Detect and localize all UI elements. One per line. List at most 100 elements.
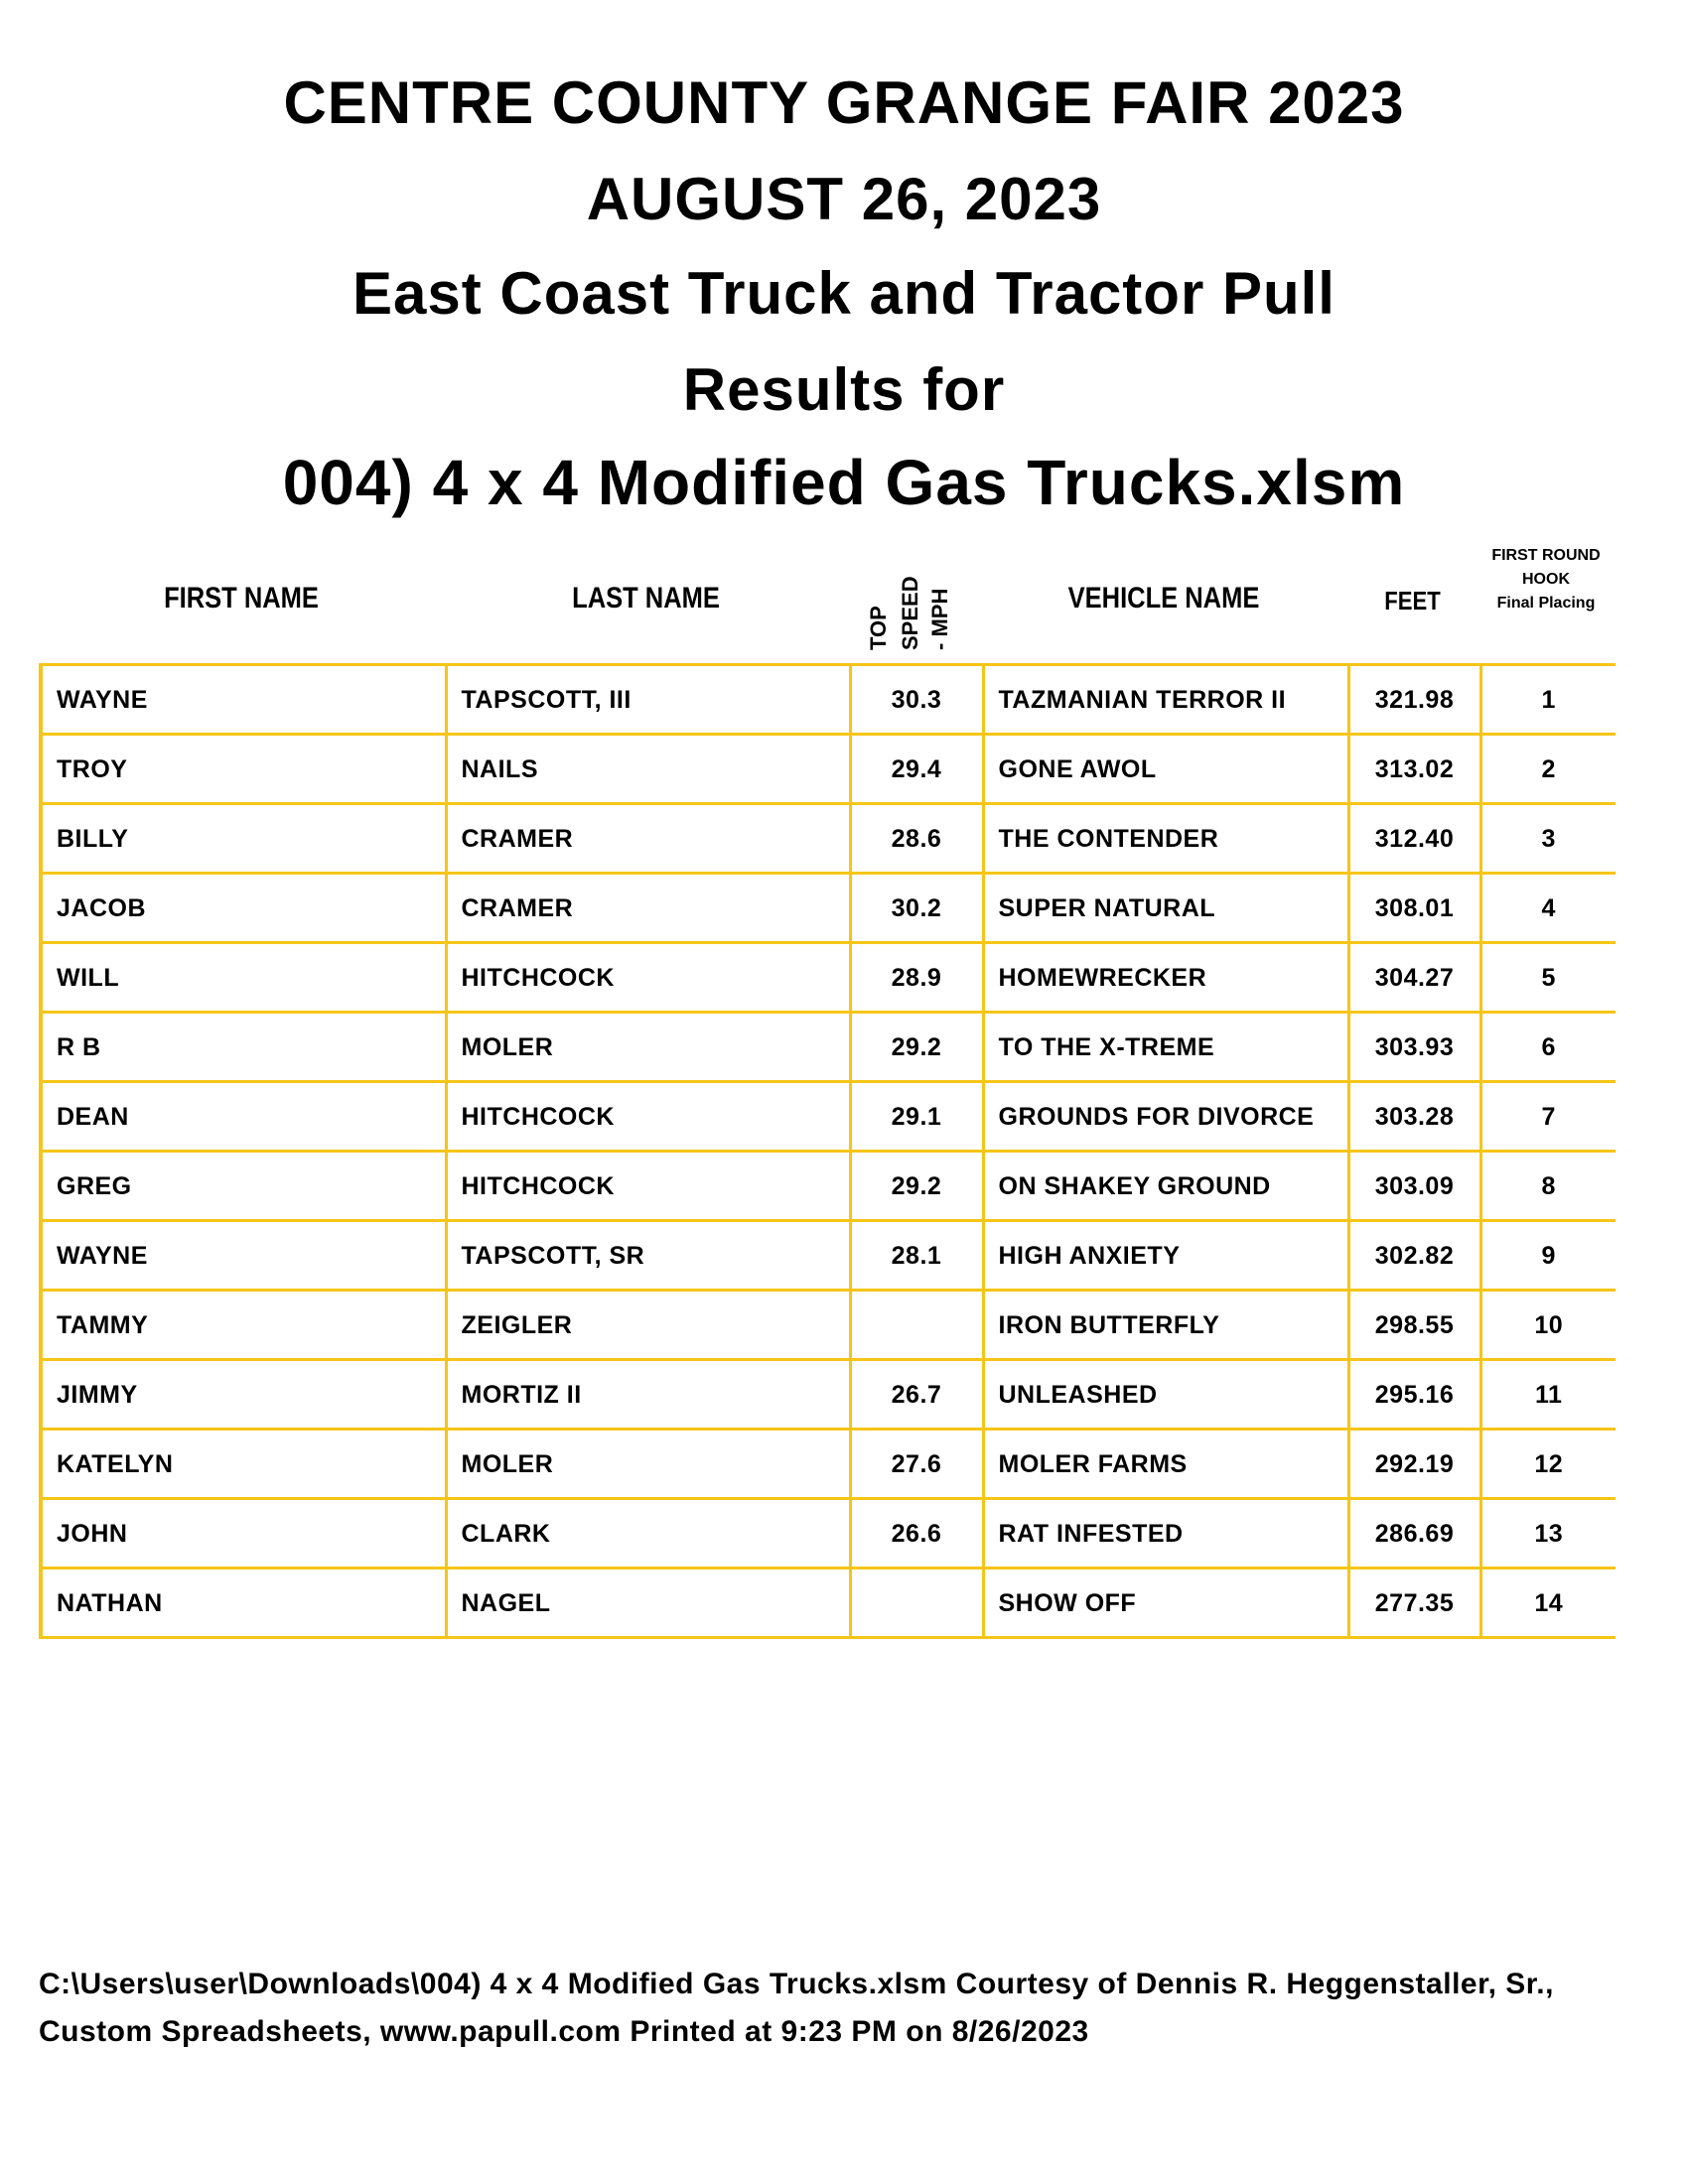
top-speed-cell: 26.7 xyxy=(848,1358,985,1431)
placing-cell: 4 xyxy=(1478,872,1616,944)
last-name-cell: CRAMER xyxy=(444,802,852,875)
first-name-cell: WAYNE xyxy=(39,1219,448,1292)
placing-cell: 11 xyxy=(1478,1358,1616,1431)
placing-cell: 2 xyxy=(1478,733,1616,805)
vehicle-name-cell: ON SHAKEY GROUND xyxy=(981,1150,1350,1222)
first-name-cell: TAMMY xyxy=(39,1289,448,1361)
header-top-speed-line-1: TOP xyxy=(866,606,891,650)
feet-cell: 308.01 xyxy=(1346,872,1482,944)
header-top-speed-line-3: - MPH xyxy=(927,588,952,650)
first-name-cell: WILL xyxy=(39,941,448,1014)
header-vehicle-name: VEHICLE NAME xyxy=(1067,582,1260,614)
placing-cell: 6 xyxy=(1478,1011,1616,1083)
table-row: WAYNE TAPSCOTT, III 30.3 TAZMANIAN TERROR I… xyxy=(39,663,1616,736)
top-speed-cell: 26.6 xyxy=(848,1497,985,1570)
top-speed-cell: 29.1 xyxy=(848,1080,985,1153)
top-speed-cell xyxy=(848,1567,985,1639)
placing-cell: 9 xyxy=(1478,1219,1616,1292)
last-name-cell: TAPSCOTT, SR xyxy=(444,1219,852,1292)
top-speed-cell: 30.3 xyxy=(848,663,985,736)
feet-cell: 303.28 xyxy=(1346,1080,1482,1153)
table-row: JIMMY MORTIZ II 26.7 UNLEASHED 295.16 11 xyxy=(39,1358,1616,1431)
last-name-cell: TAPSCOTT, III xyxy=(444,663,852,736)
vehicle-name-cell: RAT INFESTED xyxy=(981,1497,1350,1570)
top-speed-cell: 28.6 xyxy=(848,802,985,875)
first-name-cell: TROY xyxy=(39,733,448,805)
feet-cell: 313.02 xyxy=(1346,733,1482,805)
vehicle-name-cell: GONE AWOL xyxy=(981,733,1350,805)
title-line-4: Results for xyxy=(682,356,1006,423)
first-name-cell: KATELYN xyxy=(39,1428,448,1500)
header-top-speed: TOP SPEED - MPH xyxy=(864,536,963,650)
table-row: DEAN HITCHCOCK 29.1 GROUNDS FOR DIVORCE 303.… xyxy=(39,1080,1616,1153)
first-name-cell: BILLY xyxy=(39,802,448,875)
feet-cell: 286.69 xyxy=(1346,1497,1482,1570)
placing-cell: 14 xyxy=(1478,1567,1616,1639)
placing-cell: 3 xyxy=(1478,802,1616,875)
header-first-name: FIRST NAME xyxy=(164,582,319,614)
last-name-cell: HITCHCOCK xyxy=(444,941,852,1014)
header-placing: FIRST ROUND HOOK Final Placing xyxy=(1478,544,1614,615)
placing-cell: 13 xyxy=(1478,1497,1616,1570)
feet-cell: 303.09 xyxy=(1346,1150,1482,1222)
placing-cell: 12 xyxy=(1478,1428,1616,1500)
placing-cell: 7 xyxy=(1478,1080,1616,1153)
feet-cell: 298.55 xyxy=(1346,1289,1482,1361)
table-row: WILL HITCHCOCK 28.9 HOMEWRECKER 304.27 5 xyxy=(39,941,1616,1014)
feet-cell: 277.35 xyxy=(1346,1567,1482,1639)
header-feet: FEET xyxy=(1384,586,1441,615)
table-row: TROY NAILS 29.4 GONE AWOL 313.02 2 xyxy=(39,733,1616,805)
first-name-cell: NATHAN xyxy=(39,1567,448,1639)
last-name-cell: ZEIGLER xyxy=(444,1289,852,1361)
title-line-3: East Coast Truck and Tractor Pull xyxy=(352,260,1336,327)
vehicle-name-cell: TAZMANIAN TERROR II xyxy=(981,663,1350,736)
vehicle-name-cell: SUPER NATURAL xyxy=(981,872,1350,944)
first-name-cell: JIMMY xyxy=(39,1358,448,1431)
table-row: TAMMY ZEIGLER IRON BUTTERFLY 298.55 10 xyxy=(39,1289,1616,1361)
top-speed-cell: 30.2 xyxy=(848,872,985,944)
table-row: R B MOLER 29.2 TO THE X-TREME 303.93 6 xyxy=(39,1011,1616,1083)
last-name-cell: HITCHCOCK xyxy=(444,1150,852,1222)
last-name-cell: NAGEL xyxy=(444,1567,852,1639)
title-line-5: 004) 4 x 4 Modified Gas Trucks.xlsm xyxy=(282,447,1406,518)
feet-cell: 304.27 xyxy=(1346,941,1482,1014)
feet-cell: 321.98 xyxy=(1346,663,1482,736)
last-name-cell: MORTIZ II xyxy=(444,1358,852,1431)
top-speed-cell: 29.4 xyxy=(848,733,985,805)
header-placing-line-1: FIRST ROUND xyxy=(1491,547,1601,564)
placing-cell: 8 xyxy=(1478,1150,1616,1222)
last-name-cell: HITCHCOCK xyxy=(444,1080,852,1153)
top-speed-cell: 27.6 xyxy=(848,1428,985,1500)
header-placing-line-3: Final Placing xyxy=(1496,595,1596,612)
last-name-cell: MOLER xyxy=(444,1428,852,1500)
placing-cell: 5 xyxy=(1478,941,1616,1014)
first-name-cell: R B xyxy=(39,1011,448,1083)
vehicle-name-cell: HIGH ANXIETY xyxy=(981,1219,1350,1292)
vehicle-name-cell: UNLEASHED xyxy=(981,1358,1350,1431)
top-speed-cell: 29.2 xyxy=(848,1011,985,1083)
table-row: KATELYN MOLER 27.6 MOLER FARMS 292.19 12 xyxy=(39,1428,1616,1500)
header-placing-line-2: HOOK xyxy=(1522,571,1570,588)
vehicle-name-cell: HOMEWRECKER xyxy=(981,941,1350,1014)
title-line-1: CENTRE COUNTY GRANGE FAIR 2023 xyxy=(283,69,1405,136)
top-speed-cell: 29.2 xyxy=(848,1150,985,1222)
table-row: BILLY CRAMER 28.6 THE CONTENDER 312.40 3 xyxy=(39,802,1616,875)
first-name-cell: DEAN xyxy=(39,1080,448,1153)
header-last-name: LAST NAME xyxy=(572,582,720,614)
vehicle-name-cell: GROUNDS FOR DIVORCE xyxy=(981,1080,1350,1153)
last-name-cell: CLARK xyxy=(444,1497,852,1570)
last-name-cell: CRAMER xyxy=(444,872,852,944)
feet-cell: 295.16 xyxy=(1346,1358,1482,1431)
placing-cell: 10 xyxy=(1478,1289,1616,1361)
vehicle-name-cell: TO THE X-TREME xyxy=(981,1011,1350,1083)
first-name-cell: WAYNE xyxy=(39,663,448,736)
first-name-cell: GREG xyxy=(39,1150,448,1222)
feet-cell: 312.40 xyxy=(1346,802,1482,875)
first-name-cell: JOHN xyxy=(39,1497,448,1570)
top-speed-cell: 28.9 xyxy=(848,941,985,1014)
table-row: JACOB CRAMER 30.2 SUPER NATURAL 308.01 4 xyxy=(39,872,1616,944)
top-speed-cell xyxy=(848,1289,985,1361)
vehicle-name-cell: SHOW OFF xyxy=(981,1567,1350,1639)
vehicle-name-cell: THE CONTENDER xyxy=(981,802,1350,875)
table-row: JOHN CLARK 26.6 RAT INFESTED 286.69 13 xyxy=(39,1497,1616,1570)
